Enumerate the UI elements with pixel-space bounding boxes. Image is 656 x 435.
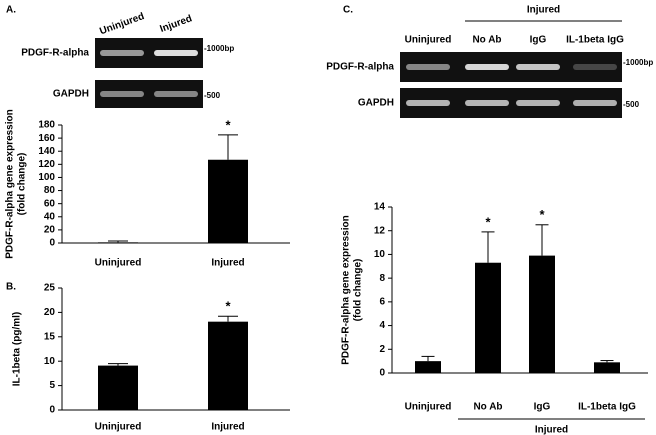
y-tick-label: 10 bbox=[374, 249, 386, 260]
y-tick-label: 20 bbox=[44, 307, 56, 318]
y-tick-label: 0 bbox=[379, 368, 385, 379]
lane-group-label: Injured bbox=[527, 5, 560, 16]
gel-band bbox=[100, 50, 144, 56]
y-tick-label: 100 bbox=[38, 172, 55, 183]
y-tick-label: 0 bbox=[49, 238, 55, 249]
panel-label: A. bbox=[6, 5, 16, 16]
size-marker: -500 bbox=[204, 91, 221, 100]
y-tick-label: 2 bbox=[379, 344, 385, 355]
bar bbox=[475, 262, 501, 373]
y-axis-label: (fold change) bbox=[17, 153, 28, 216]
size-marker: -500 bbox=[623, 100, 640, 109]
lane-label: Uninjured bbox=[405, 35, 452, 46]
bar bbox=[415, 361, 441, 373]
significance-mark: * bbox=[225, 299, 231, 314]
lane-label: Injured bbox=[159, 13, 194, 35]
size-marker: -1000bp bbox=[623, 58, 653, 67]
y-tick-label: 12 bbox=[374, 225, 386, 236]
bar bbox=[98, 242, 138, 243]
significance-mark: * bbox=[225, 117, 231, 132]
gel-band bbox=[465, 64, 509, 70]
x-tick-label: Uninjured bbox=[405, 402, 452, 413]
y-axis-label: IL-1beta (pg/ml) bbox=[12, 312, 23, 386]
x-tick-label: IL-1beta IgG bbox=[578, 402, 636, 413]
y-tick-label: 0 bbox=[49, 405, 55, 416]
y-tick-label: 14 bbox=[374, 202, 386, 213]
x-tick-label: IgG bbox=[534, 402, 551, 413]
y-axis-label: PDGF-R-alpha gene expression bbox=[341, 215, 352, 364]
y-tick-label: 80 bbox=[44, 185, 56, 196]
gel-band bbox=[154, 50, 198, 56]
lane-label: IL-1beta IgG bbox=[566, 35, 624, 46]
bar bbox=[594, 362, 620, 373]
y-tick-label: 60 bbox=[44, 198, 56, 209]
gel-band bbox=[516, 64, 560, 70]
y-tick-label: 25 bbox=[44, 283, 56, 294]
x-tick-label: Injured bbox=[211, 258, 244, 269]
gel-row-label: PDGF-R-alpha bbox=[21, 48, 89, 59]
gel-row-label: GAPDH bbox=[358, 98, 394, 109]
y-tick-label: 20 bbox=[44, 225, 56, 236]
y-tick-label: 10 bbox=[44, 356, 56, 367]
y-tick-label: 140 bbox=[38, 146, 55, 157]
bar bbox=[529, 255, 555, 373]
y-tick-label: 180 bbox=[38, 120, 55, 131]
bar bbox=[208, 159, 248, 243]
gel-band bbox=[154, 91, 198, 97]
bar bbox=[208, 321, 248, 410]
y-tick-label: 15 bbox=[44, 331, 56, 342]
gel-band bbox=[100, 91, 144, 97]
gel-band bbox=[406, 64, 450, 70]
y-tick-label: 160 bbox=[38, 133, 55, 144]
y-tick-label: 5 bbox=[49, 380, 55, 391]
y-tick-label: 120 bbox=[38, 159, 55, 170]
significance-mark: * bbox=[485, 214, 491, 229]
gel-band bbox=[516, 100, 560, 106]
y-axis-label: PDGF-R-alpha gene expression bbox=[5, 109, 16, 258]
gel-band bbox=[406, 100, 450, 106]
x-tick-label: Uninjured bbox=[95, 258, 142, 269]
bar bbox=[98, 365, 138, 410]
y-tick-label: 4 bbox=[379, 320, 385, 331]
lane-label: Uninjured bbox=[98, 11, 146, 37]
y-tick-label: 6 bbox=[379, 296, 385, 307]
y-tick-label: 40 bbox=[44, 211, 56, 222]
gel-band bbox=[573, 64, 617, 70]
panel-label: C. bbox=[343, 5, 353, 16]
x-tick-label: Injured bbox=[211, 422, 244, 433]
x-tick-label: No Ab bbox=[473, 402, 502, 413]
lane-label: IgG bbox=[530, 35, 547, 46]
lane-label: No Ab bbox=[472, 35, 501, 46]
size-marker: -1000bp bbox=[204, 44, 234, 53]
gel-row-label: GAPDH bbox=[53, 89, 89, 100]
x-tick-label: Uninjured bbox=[95, 422, 142, 433]
panel-label: B. bbox=[6, 282, 16, 293]
group-label: Injured bbox=[535, 425, 568, 435]
gel-band bbox=[573, 100, 617, 106]
y-axis-label: (fold change) bbox=[353, 259, 364, 322]
gel-band bbox=[465, 100, 509, 106]
y-tick-label: 8 bbox=[379, 273, 385, 284]
gel-row-label: PDGF-R-alpha bbox=[326, 62, 394, 73]
significance-mark: * bbox=[539, 207, 545, 222]
